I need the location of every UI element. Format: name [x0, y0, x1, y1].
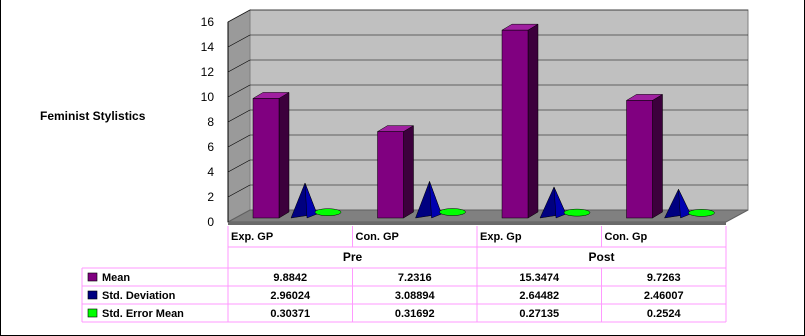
category-label: Exp. GP [231, 231, 273, 243]
legend-label: Mean [102, 272, 130, 284]
y-axis-label: Feminist Stylistics [40, 109, 146, 123]
bar-mean [626, 100, 653, 219]
bar-mean-side [403, 125, 414, 219]
data-cell: 15.3474 [519, 272, 560, 284]
gridline-side [227, 59, 251, 73]
y-tick-label: 16 [201, 15, 215, 29]
bar-std-deviation-face [678, 189, 691, 219]
data-cell: 2.96024 [270, 290, 311, 302]
bar-std-deviation-face [553, 186, 567, 219]
gridline-side [227, 134, 251, 148]
y-tick-label: 14 [201, 40, 215, 54]
legend-label: Std. Error Mean [102, 308, 184, 320]
group-label: Pre [343, 250, 363, 264]
gridline-side [227, 9, 251, 23]
bar-mean-side [527, 23, 539, 219]
data-cell: 3.08894 [395, 290, 436, 302]
bar-mean [377, 131, 404, 219]
gridline-side [227, 34, 251, 48]
bar-mean [501, 29, 529, 219]
bar-std-error-mean [688, 209, 715, 217]
floor-edge [228, 222, 726, 225]
bar-mean-side [278, 92, 290, 219]
bar-std-deviation-face [429, 181, 442, 219]
y-tick-label: 4 [207, 165, 214, 179]
legend-key-mean [87, 272, 98, 282]
gridline-side [227, 184, 251, 198]
gridline-side [227, 159, 251, 173]
data-cell: 9.8842 [273, 272, 307, 284]
data-cell: 0.31692 [395, 308, 435, 320]
y-tick-label: 10 [201, 90, 215, 104]
legend-key-std-deviation [87, 290, 98, 300]
gridline-side [227, 84, 251, 98]
y-tick-label: 12 [201, 65, 215, 79]
category-label: Con. GP [356, 231, 399, 243]
data-cell: 7.2316 [398, 272, 432, 284]
bar-std-deviation-face [304, 182, 318, 219]
y-tick-label: 2 [207, 190, 214, 204]
bar-mean-side [652, 93, 663, 219]
bar-std-error-mean [563, 208, 591, 217]
category-label: Con. Gp [605, 231, 648, 243]
data-cell: 0.2524 [647, 308, 682, 320]
y-tick-label: 8 [207, 115, 214, 129]
data-cell: 9.7263 [647, 272, 681, 284]
data-cell: 0.30371 [270, 308, 310, 320]
legend-label: Std. Deviation [102, 290, 176, 302]
bar-mean [252, 98, 280, 219]
bar-std-error-mean [439, 208, 466, 216]
gridline-side [227, 109, 251, 123]
data-cell: 0.27135 [519, 308, 559, 320]
y-tick-label: 0 [207, 215, 214, 229]
group-label: Post [588, 250, 614, 264]
bar-std-error-mean [314, 208, 342, 216]
data-cell: 2.46007 [644, 290, 684, 302]
y-tick-label: 6 [207, 140, 214, 154]
legend-key-std-error-mean [87, 308, 98, 318]
data-cell: 2.64482 [519, 290, 559, 302]
category-label: Exp. Gp [480, 231, 522, 243]
